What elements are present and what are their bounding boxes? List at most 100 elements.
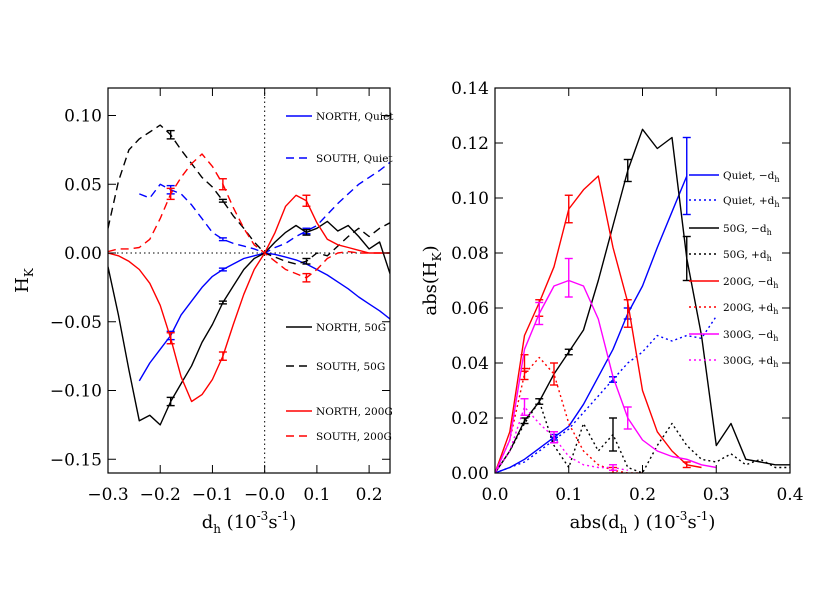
legend-label: SOUTH, Quiet (316, 153, 393, 165)
errorbar (166, 129, 175, 140)
y-tick-label: 0.08 (451, 244, 489, 264)
legend-label: NORTH, Quiet (316, 111, 394, 123)
errorbar (535, 301, 544, 326)
errorbar (564, 194, 573, 224)
series-line-6 (108, 153, 390, 279)
x-axis-label: abs(dh ) (10-3s-1) (570, 509, 716, 536)
series-line-4 (495, 400, 790, 473)
series-line-3 (108, 220, 390, 426)
series-line-2 (139, 161, 390, 254)
legend-entry: NORTH, Quiet (286, 111, 394, 123)
y-tick-label: 0.02 (451, 409, 489, 429)
series-group (108, 124, 390, 426)
errorbar (520, 398, 529, 416)
series-line-7 (495, 279, 717, 473)
legend-label: NORTH, 50G (316, 322, 386, 334)
y-tick-label: 0.04 (451, 354, 489, 374)
x-tick-label: −0.1 (192, 485, 233, 505)
errorbar (550, 431, 558, 444)
y-tick-label: −0.05 (50, 313, 102, 333)
x-tick-label: 0.3 (703, 485, 730, 505)
legend-entry: 50G, −dh (689, 223, 772, 237)
errorbar (302, 194, 311, 207)
series-line-5 (108, 194, 390, 403)
x-tick-label: 0.1 (303, 485, 330, 505)
x-tick-label: 0.4 (776, 485, 803, 505)
x-tick-label: 0.1 (555, 485, 582, 505)
errorbar (166, 187, 175, 201)
left-panel: −0.3 −0.2 −0.1 −0.0 0.1 0.2 −0.15 −0.10 −0.05 0.0… (12, 87, 394, 536)
series-line-5 (495, 175, 702, 473)
x-tick-label: 0.0 (481, 485, 508, 505)
errorbar (535, 398, 544, 405)
y-tick-label: 0.06 (451, 299, 489, 319)
errorbar (623, 406, 632, 430)
errorbar (623, 299, 632, 328)
errorbar (302, 272, 311, 283)
legend-label: 200G, +dh (723, 302, 778, 316)
legend-label: SOUTH, 50G (316, 361, 385, 373)
y-axis-label: abs(HK) (420, 245, 444, 315)
errorbar (218, 300, 227, 305)
x-tick-label: 0.2 (629, 485, 656, 505)
x-axis-label: dh (10-3s-1) (202, 509, 297, 536)
y-tick-label: −0.10 (50, 382, 102, 402)
legend-entry: SOUTH, 50G (286, 361, 385, 373)
errorbar (218, 237, 227, 242)
legend-label: 200G, −dh (723, 276, 778, 290)
legend-label: 300G, −dh (723, 329, 778, 343)
x-tick-label: 0.2 (356, 485, 383, 505)
legend-entry: 200G, +dh (689, 302, 778, 316)
x-tick-label: −0.3 (87, 485, 128, 505)
series-line-4 (108, 124, 390, 265)
errorbar (166, 396, 175, 407)
legend-entry: 50G, +dh (689, 249, 772, 263)
errorbar (166, 332, 175, 345)
errorbar (218, 267, 227, 272)
legend-entry: Quiet, +dh (689, 195, 780, 209)
errorbar (682, 136, 691, 216)
legend-label: Quiet, +dh (723, 195, 780, 209)
y-tick-label: 0.14 (451, 79, 489, 99)
legend-label: 50G, +dh (723, 249, 772, 263)
errorbar (218, 351, 227, 361)
legend-label: NORTH, 200G (316, 406, 393, 418)
errorbar (218, 178, 227, 191)
series-line-6 (495, 356, 643, 473)
plot-frame (107, 87, 391, 474)
y-tick-label: 0.12 (451, 134, 489, 154)
legend-label: 300G, +dh (723, 355, 778, 369)
series-line-2 (495, 315, 717, 473)
legend-label: 50G, −dh (723, 223, 772, 237)
errorbar (302, 228, 311, 236)
errorbar (520, 417, 529, 425)
series-line-1 (495, 175, 688, 473)
legend-entry: 300G, −dh (689, 329, 778, 343)
errorbar (609, 417, 617, 452)
errorbar (564, 348, 573, 356)
y-tick-label: 0.00 (451, 464, 489, 484)
legend-entry: SOUTH, 200G (286, 431, 392, 443)
series-group (495, 128, 790, 473)
legend-entry: Quiet, −dh (689, 170, 780, 184)
legend-label: SOUTH, 200G (316, 431, 392, 443)
legend-entry: 300G, +dh (689, 355, 778, 369)
y-tick-label: 0.10 (451, 189, 489, 209)
errorbar (302, 257, 311, 265)
y-tick-label: 0.10 (64, 107, 102, 127)
y-tick-label: −0.15 (50, 450, 102, 470)
x-tick-label: −0.0 (244, 485, 285, 505)
legend-entry: NORTH, 50G (286, 322, 386, 334)
y-axis-label: HK (12, 267, 36, 293)
errorbar (682, 461, 691, 469)
errorbar (550, 362, 558, 386)
errorbar (218, 198, 227, 203)
legend-entry: NORTH, 200G (286, 406, 393, 418)
errorbar (623, 158, 632, 183)
series-line-3 (495, 128, 790, 473)
errorbar (609, 464, 617, 471)
legend-entry: SOUTH, Quiet (286, 153, 393, 165)
legend-entry: 200G, −dh (689, 276, 778, 290)
right-panel: 0.0 0.1 0.2 0.3 0.4 0.00 0.02 0.04 0.06 0.08 0.10 0… (420, 79, 804, 536)
